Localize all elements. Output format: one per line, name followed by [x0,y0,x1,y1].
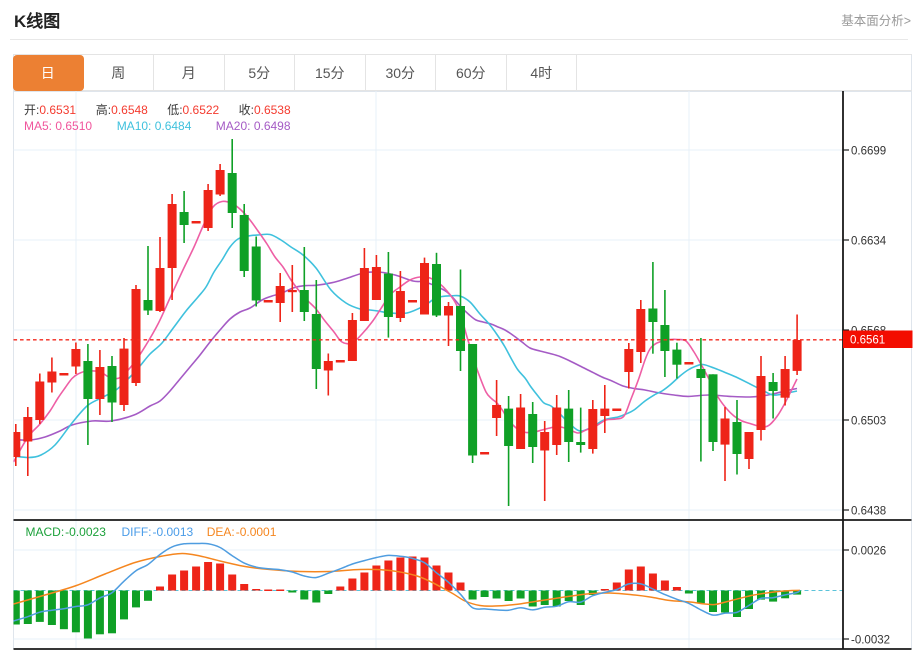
svg-text:0.6634: 0.6634 [851,236,887,248]
svg-text:0.6438: 0.6438 [851,506,886,518]
svg-text:0.0026: 0.0026 [851,546,886,558]
svg-text:0.6561: 0.6561 [850,335,885,347]
svg-text:0.6503: 0.6503 [851,416,886,428]
svg-text:-0.0032: -0.0032 [851,635,890,647]
svg-text:0.6699: 0.6699 [851,146,886,158]
